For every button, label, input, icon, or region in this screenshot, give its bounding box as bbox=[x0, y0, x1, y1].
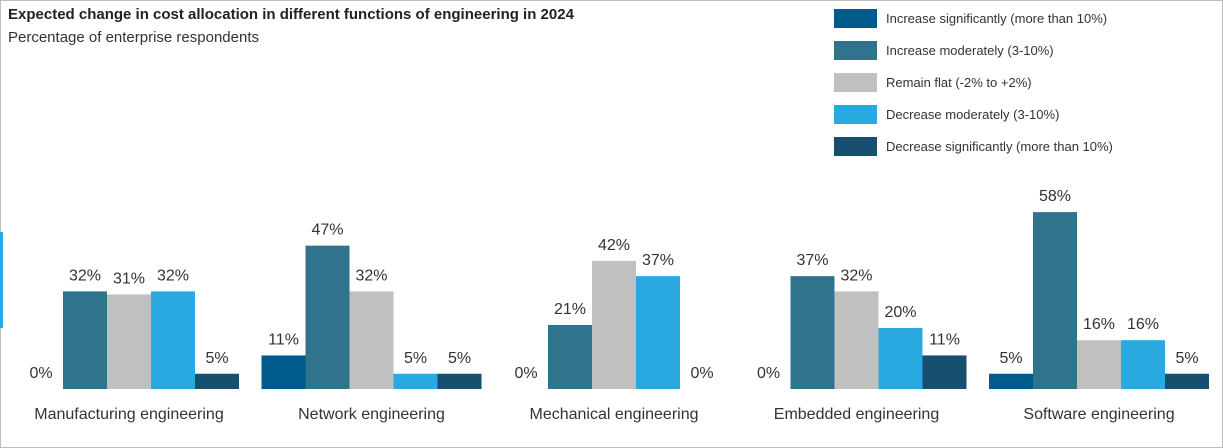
category-label: Software engineering bbox=[1023, 406, 1174, 423]
bar-software-engineering-decrease-significantly-more-than-10 bbox=[1165, 373, 1209, 389]
legend-label: Increase moderately (3-10%) bbox=[886, 42, 1054, 58]
bar-manufacturing-engineering-decrease-significantly-more-than-10 bbox=[195, 373, 239, 389]
legend-label: Increase significantly (more than 10%) bbox=[886, 10, 1108, 26]
bar-manufacturing-engineering-increase-moderately-3-10 bbox=[63, 291, 107, 389]
data-label: 47% bbox=[311, 222, 343, 239]
data-label: 42% bbox=[598, 237, 630, 254]
bar-embedded-engineering-increase-moderately-3-10 bbox=[790, 276, 835, 389]
data-label: 32% bbox=[69, 267, 101, 284]
side-accent-bar bbox=[0, 232, 3, 328]
chart-title: Expected change in cost allocation in di… bbox=[8, 6, 574, 23]
bar-software-engineering-decrease-moderately-3-10 bbox=[1121, 340, 1165, 389]
data-label: 21% bbox=[554, 301, 586, 318]
bar-software-engineering-increase-significantly-more-than-10 bbox=[989, 373, 1033, 389]
bar-manufacturing-engineering-decrease-moderately-3-10 bbox=[151, 291, 195, 389]
data-label: 0% bbox=[29, 365, 52, 382]
data-label: 32% bbox=[355, 267, 387, 284]
bar-embedded-engineering-decrease-moderately-3-10 bbox=[878, 328, 923, 389]
category-label: Mechanical engineering bbox=[530, 406, 699, 423]
legend-item-remain-flat: Remain flat (-2% to +2%) bbox=[834, 72, 1032, 92]
data-label: 11% bbox=[929, 331, 960, 348]
data-label: 5% bbox=[205, 350, 228, 367]
legend-label: Decrease significantly (more than 10%) bbox=[886, 138, 1113, 154]
data-label: 0% bbox=[690, 365, 713, 382]
bar-embedded-engineering-remain-flat-2-to-2 bbox=[834, 291, 879, 389]
data-label: 5% bbox=[448, 350, 471, 367]
category-label: Manufacturing engineering bbox=[34, 406, 223, 423]
bar-software-engineering-increase-moderately-3-10 bbox=[1033, 212, 1077, 389]
bar-network-engineering-increase-moderately-3-10 bbox=[305, 245, 350, 389]
legend-swatch bbox=[834, 8, 877, 28]
bar-mechanical-engineering-increase-moderately-3-10 bbox=[548, 324, 592, 389]
bar-network-engineering-decrease-significantly-more-than-10 bbox=[437, 373, 482, 389]
legend-swatch bbox=[834, 136, 877, 156]
category-label: Embedded engineering bbox=[774, 406, 939, 423]
legend-swatch bbox=[834, 40, 877, 60]
legend-item-decrease-significantly: Decrease significantly (more than 10%) bbox=[834, 136, 1113, 156]
data-label: 37% bbox=[796, 252, 828, 269]
data-label: 31% bbox=[113, 270, 145, 287]
category-label: Network engineering bbox=[298, 406, 445, 423]
data-label: 5% bbox=[404, 350, 427, 367]
legend-item-increase-moderately: Increase moderately (3-10%) bbox=[834, 40, 1054, 60]
data-label: 0% bbox=[514, 365, 537, 382]
bar-network-engineering-increase-significantly-more-than-10 bbox=[261, 355, 306, 389]
data-label: 16% bbox=[1083, 316, 1115, 333]
bar-mechanical-engineering-decrease-moderately-3-10 bbox=[636, 276, 680, 389]
bar-manufacturing-engineering-remain-flat-2-to-2 bbox=[107, 294, 151, 389]
bar-embedded-engineering-decrease-significantly-more-than-10 bbox=[922, 355, 967, 389]
data-label: 16% bbox=[1127, 316, 1159, 333]
legend-swatch bbox=[834, 104, 877, 124]
data-label: 58% bbox=[1039, 188, 1071, 205]
chart-subtitle: Percentage of enterprise respondents bbox=[8, 29, 259, 46]
data-label: 32% bbox=[840, 267, 872, 284]
data-label: 11% bbox=[268, 331, 299, 348]
bar-network-engineering-remain-flat-2-to-2 bbox=[349, 291, 394, 389]
data-label: 5% bbox=[999, 350, 1022, 367]
data-label: 37% bbox=[642, 252, 674, 269]
legend-label: Decrease moderately (3-10%) bbox=[886, 106, 1060, 122]
legend-swatch bbox=[834, 72, 877, 92]
data-label: 32% bbox=[157, 267, 189, 284]
legend-item-decrease-moderately: Decrease moderately (3-10%) bbox=[834, 104, 1059, 124]
bar-mechanical-engineering-remain-flat-2-to-2 bbox=[592, 260, 636, 389]
data-label: 5% bbox=[1175, 350, 1198, 367]
legend-label: Remain flat (-2% to +2%) bbox=[886, 74, 1032, 90]
legend-item-increase-significantly: Increase significantly (more than 10%) bbox=[834, 8, 1107, 28]
bar-network-engineering-decrease-moderately-3-10 bbox=[393, 373, 438, 389]
bar-software-engineering-remain-flat-2-to-2 bbox=[1077, 340, 1121, 389]
data-label: 0% bbox=[757, 365, 780, 382]
data-label: 20% bbox=[884, 304, 916, 321]
